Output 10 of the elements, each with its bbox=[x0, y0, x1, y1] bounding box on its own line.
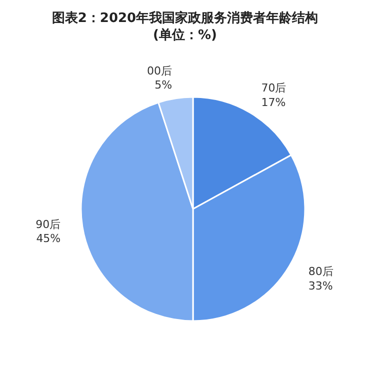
data-label: 33% bbox=[308, 279, 333, 292]
slice-label: 80后 bbox=[308, 265, 334, 278]
chart-subtitle: (单位：%) bbox=[152, 27, 218, 44]
data-label: 45% bbox=[36, 232, 61, 246]
slice-label: 00后 bbox=[147, 64, 172, 78]
data-label: 17% bbox=[261, 96, 286, 109]
chart-title: 图表2：2020年我国家政服务消费者年龄结构 bbox=[50, 10, 320, 27]
slice-label: 70后 bbox=[261, 81, 286, 94]
data-label: 5% bbox=[154, 78, 172, 92]
slice-label: 90后 bbox=[36, 218, 61, 231]
